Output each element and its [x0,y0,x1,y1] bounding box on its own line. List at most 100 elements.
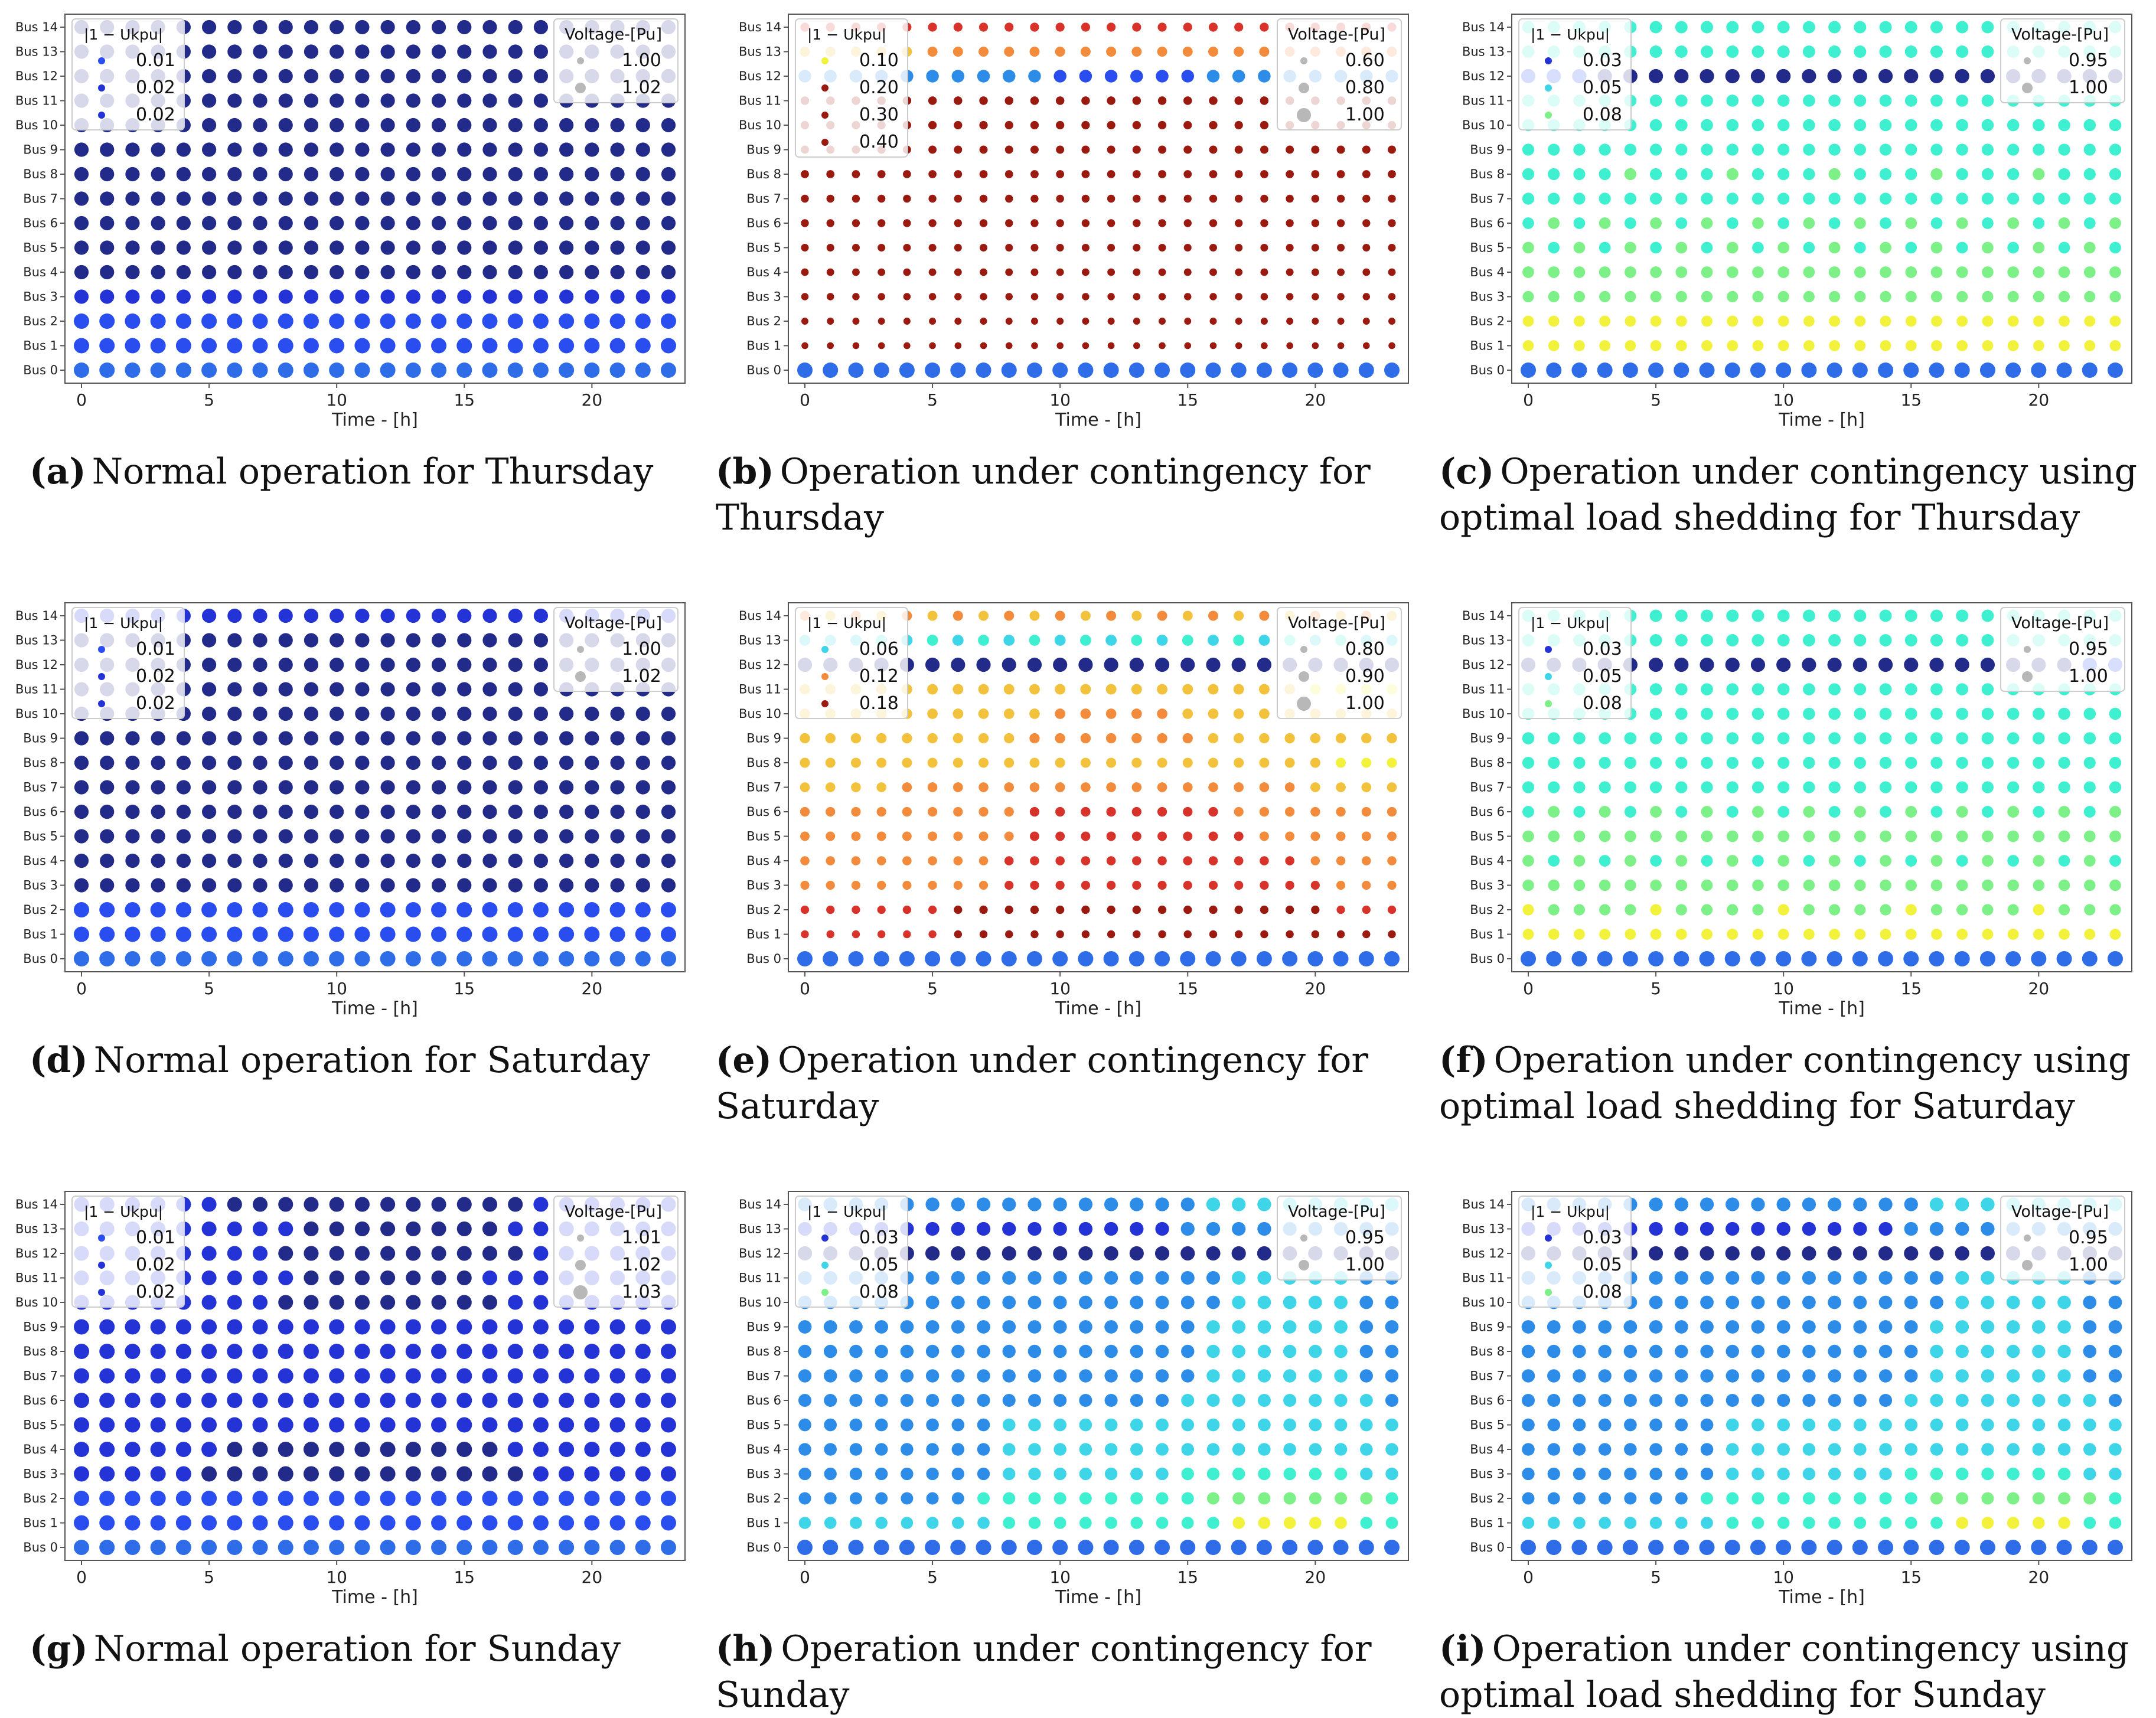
legend-deviation-swatch [98,673,105,680]
data-point [482,19,497,35]
data-point [329,338,345,354]
data-point [1956,217,1968,229]
ytick-label: Bus 0 [746,1540,781,1554]
data-point [953,708,964,719]
ytick-label: Bus 5 [23,829,58,844]
data-point [2033,315,2044,327]
data-point [954,120,963,130]
data-point [1752,315,1764,327]
data-point [1133,930,1141,939]
data-point [1030,96,1039,105]
data-point [1802,1393,1816,1407]
data-point [635,1344,651,1359]
data-point [406,731,420,746]
data-point [1955,1393,1969,1407]
data-point [1981,143,1994,156]
legend-deviation-title: |1 − Ukpu| [84,26,163,43]
data-point [1649,683,1662,695]
data-point [1803,904,1815,916]
data-point [304,191,319,206]
data-point [431,706,446,721]
data-point [1055,757,1065,768]
data-point [1777,168,1790,181]
data-point [99,362,115,378]
x-axis-label: Time - [h] [331,998,418,1019]
data-point [1904,634,1917,646]
data-point [1802,68,1816,84]
data-point [1030,219,1039,227]
data-point [585,755,599,770]
data-point [1701,609,1714,622]
data-point [431,68,446,84]
data-point [1701,119,1713,132]
data-point [100,829,115,844]
data-point [978,733,989,744]
data-point [1879,609,1892,622]
data-point [954,243,962,252]
data-point [74,780,89,795]
xtick-label: 5 [204,979,214,998]
data-point [507,1344,523,1359]
ytick-label: Bus 10 [1462,1295,1505,1309]
data-point [1105,708,1117,719]
caption: (d) Normal operation for Saturday [30,1040,650,1081]
data-point [74,1442,89,1457]
ytick-label: Bus 0 [746,363,781,377]
data-point [1828,1492,1841,1505]
data-point [1079,1393,1092,1407]
data-point [1726,241,1739,254]
data-point [1573,1393,1586,1407]
xtick-label: 10 [1049,979,1071,998]
data-point [1052,362,1068,378]
data-point [1522,266,1534,278]
data-point [826,856,835,865]
legend-deviation [795,1196,908,1308]
data-point [508,804,523,819]
data-point [201,362,217,378]
data-point [661,191,676,206]
data-point [2058,168,2070,181]
data-point [151,289,165,304]
data-point [1547,1369,1561,1383]
data-point [609,362,625,378]
data-point [1979,951,1995,966]
data-point [1624,806,1636,818]
data-point [559,1417,575,1433]
data-point [406,142,420,157]
data-point [201,117,217,133]
data-point [431,804,446,819]
data-point [954,194,963,203]
data-point [1547,1492,1560,1505]
ytick-label: Bus 2 [23,314,58,328]
data-point [1904,119,1917,132]
data-point [2058,707,2070,720]
data-point [1206,657,1221,672]
data-point [1078,1221,1093,1236]
data-point [278,93,293,108]
data-point [1082,318,1090,325]
data-point [1234,170,1243,178]
data-point [801,268,809,276]
data-point [2083,707,2096,720]
data-point [227,1540,243,1555]
ytick-label: Bus 1 [1470,339,1505,353]
data-point [253,682,268,697]
data-point [876,831,886,841]
data-point [405,362,421,378]
data-point [2058,1492,2071,1505]
data-point [1208,708,1219,719]
data-point [1904,1393,1918,1407]
data-point [1105,635,1117,646]
data-point [227,68,242,84]
data-point [355,804,370,819]
legend-deviation-swatch [98,57,105,64]
data-point [1929,1270,1944,1285]
data-point [1625,904,1636,916]
data-point [1828,119,1841,132]
data-point [635,1319,651,1335]
data-point [661,117,676,133]
data-point [609,926,625,942]
data-point [1929,1221,1944,1236]
data-point [1624,143,1636,156]
data-point [431,608,446,623]
